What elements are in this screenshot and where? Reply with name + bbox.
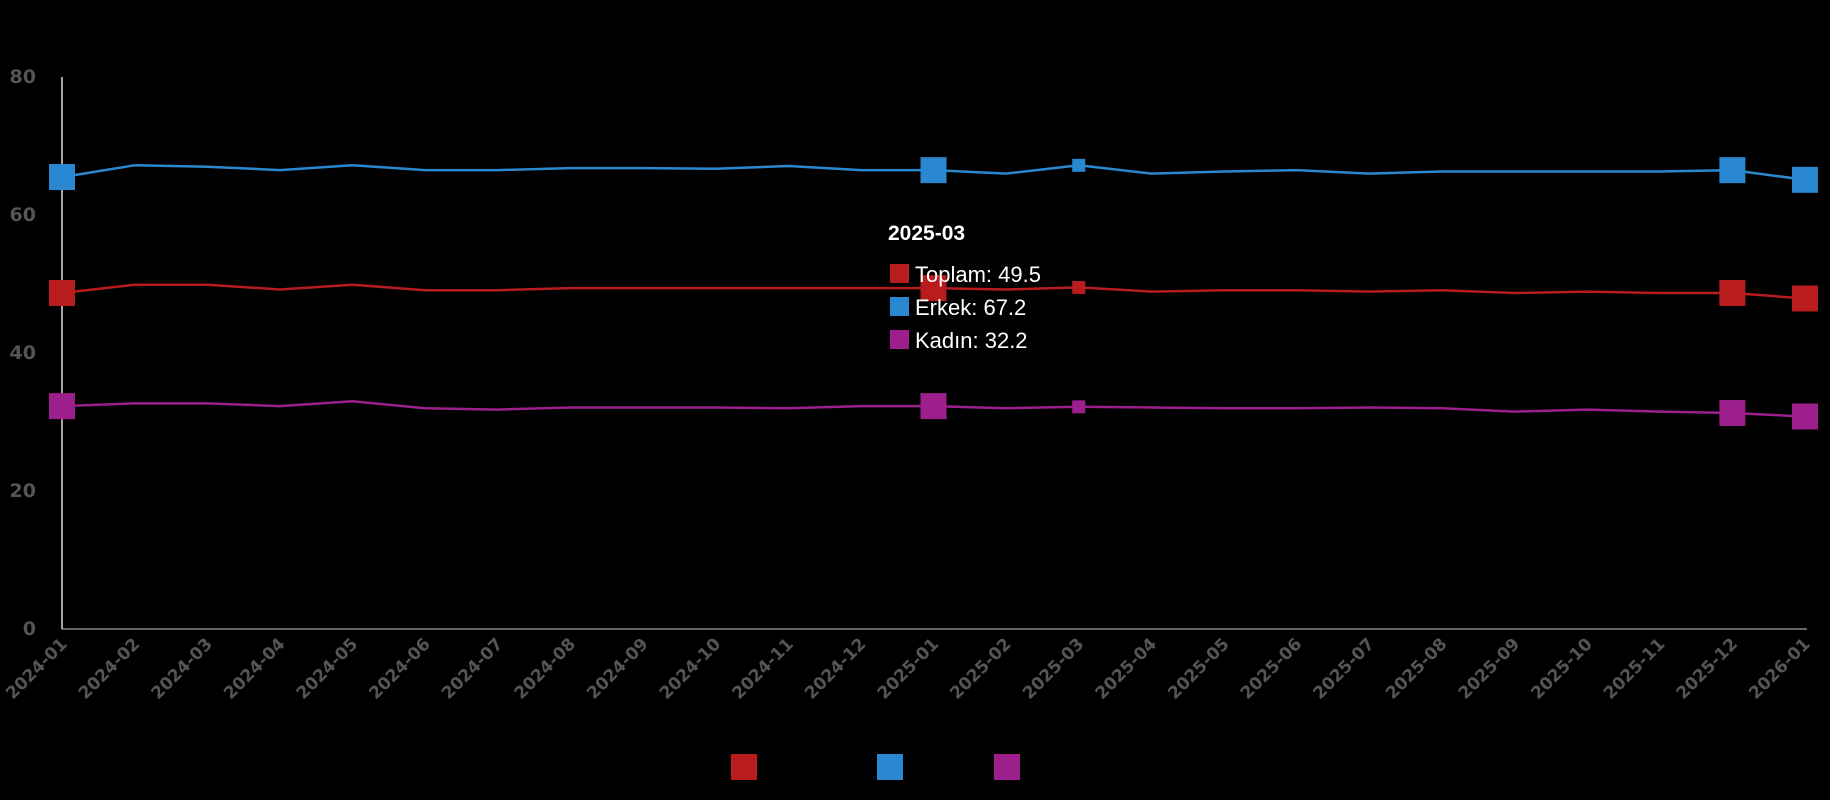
x-tick-label: 2024-12 xyxy=(801,634,870,703)
x-tick-label: 2024-02 xyxy=(75,634,144,703)
x-tick-label: 2025-06 xyxy=(1237,634,1306,703)
legend-item-erkek[interactable]: Erkek xyxy=(877,754,951,780)
data-point-toplam[interactable] xyxy=(920,275,947,302)
tooltip-swatch-toplam xyxy=(890,264,909,283)
x-tick-label: 2025-07 xyxy=(1309,634,1378,703)
tooltip-row-kadin: Kadın: 32.2 xyxy=(915,328,1028,353)
x-tick-label: 2024-05 xyxy=(293,634,362,703)
x-tick-label: 2025-01 xyxy=(874,634,943,703)
y-axis: 0 20 40 60 80 xyxy=(10,66,63,640)
x-tick-label: 2025-12 xyxy=(1673,634,1742,703)
x-tick-label: 2024-08 xyxy=(511,634,580,703)
data-point-erkek[interactable] xyxy=(1719,157,1746,184)
x-tick-label: 2026-01 xyxy=(1745,634,1814,703)
tooltip-row-toplam: Toplam: 49.5 xyxy=(915,262,1041,287)
data-point-erkek[interactable] xyxy=(1072,158,1086,172)
data-point-toplam[interactable] xyxy=(1719,279,1746,306)
data-point-toplam[interactable] xyxy=(1072,280,1086,294)
data-point-erkek[interactable] xyxy=(1792,166,1818,193)
y-tick-label: 80 xyxy=(10,66,36,88)
data-point-erkek[interactable] xyxy=(49,164,75,191)
legend-item-toplam[interactable]: Toplam xyxy=(731,754,815,780)
x-tick-label: 2024-11 xyxy=(728,634,797,703)
y-tick-label: 40 xyxy=(10,342,36,364)
tooltip-title: 2025-03 xyxy=(888,222,965,245)
legend-swatch-kadin xyxy=(994,754,1020,780)
x-tick-label: 2025-03 xyxy=(1019,634,1088,703)
legend-label-kadin: Kadın xyxy=(1026,760,1068,777)
data-point-kadin[interactable] xyxy=(920,393,947,420)
x-tick-label: 2024-07 xyxy=(438,634,507,703)
x-tick-label: 2025-05 xyxy=(1164,634,1233,703)
y-tick-label: 20 xyxy=(10,480,36,502)
legend: Toplam Erkek Kadın xyxy=(731,754,1068,780)
x-tick-label: 2024-09 xyxy=(583,634,652,703)
y-tick-label: 0 xyxy=(23,618,36,640)
data-point-kadin[interactable] xyxy=(1792,403,1818,430)
tooltip-swatch-kadin xyxy=(890,330,909,349)
x-tick-label: 2025-09 xyxy=(1455,634,1524,703)
data-point-kadin[interactable] xyxy=(1719,400,1746,427)
legend-item-kadin[interactable]: Kadın xyxy=(994,754,1068,780)
x-tick-label: 2025-10 xyxy=(1527,634,1596,703)
tooltip-row-erkek: Erkek: 67.2 xyxy=(915,295,1026,320)
data-point-toplam[interactable] xyxy=(1792,285,1818,312)
x-tick-label: 2024-01 xyxy=(2,634,71,703)
x-tick-label: 2024-06 xyxy=(365,634,434,703)
x-tick-label: 2025-04 xyxy=(1092,634,1161,703)
y-tick-label: 60 xyxy=(10,204,36,226)
x-tick-label: 2024-04 xyxy=(220,634,289,703)
x-tick-label: 2025-11 xyxy=(1600,634,1669,703)
data-point-kadin[interactable] xyxy=(49,393,75,420)
series-group xyxy=(49,157,1818,430)
legend-label-erkek: Erkek xyxy=(909,760,951,777)
x-tick-label: 2025-02 xyxy=(946,634,1015,703)
x-tick-label: 2024-03 xyxy=(147,634,216,703)
x-axis: 2024-01 2024-02 2024-03 2024-04 2024-05 2024-… xyxy=(2,628,1815,704)
data-point-toplam[interactable] xyxy=(49,279,75,306)
data-point-erkek[interactable] xyxy=(920,157,947,184)
legend-swatch-erkek xyxy=(877,754,903,780)
legend-swatch-toplam xyxy=(731,754,757,780)
legend-label-toplam: Toplam xyxy=(763,760,815,777)
tooltip: 2025-03 Toplam: 49.5 Erkek: 67.2 Kadın: … xyxy=(888,222,1041,353)
x-tick-label: 2025-08 xyxy=(1382,634,1451,703)
tooltip-swatch-erkek xyxy=(890,297,909,316)
data-point-kadin[interactable] xyxy=(1072,400,1086,414)
x-tick-label: 2024-10 xyxy=(656,634,725,703)
